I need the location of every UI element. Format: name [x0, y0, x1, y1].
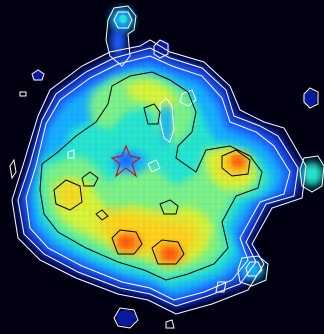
inner-contour-north-cavity	[143, 103, 161, 125]
outer-contour-3	[25, 55, 291, 301]
contour-fleck-center-2	[67, 149, 75, 159]
contour-clump-south	[113, 307, 139, 329]
star-icon	[110, 144, 142, 178]
inner-contour-cavity	[81, 171, 99, 187]
contour-fleck-center	[147, 159, 161, 173]
contour-clump-east	[299, 155, 324, 193]
contour-clump-north-inner	[113, 11, 133, 29]
contour-fleck-west	[9, 158, 17, 180]
inner-contour-east-peak	[221, 149, 251, 177]
contour-fleck-south	[215, 281, 227, 293]
inner-contour-west	[53, 179, 83, 211]
contour-clump-south-east-inner	[245, 261, 263, 277]
contour-clump-south-east	[237, 255, 269, 287]
contour-clump-far-east	[303, 87, 319, 109]
inner-contour-blob-center-2	[95, 209, 109, 221]
inner-contour-blob-center	[159, 199, 179, 215]
contour-cavity-north	[159, 97, 175, 143]
inner-contour-south-west-peak	[111, 229, 143, 255]
contour-fleck-south-2	[165, 319, 175, 329]
outer-contour-2	[17, 47, 299, 307]
contour-clump-far-west	[31, 69, 45, 81]
outer-contours	[9, 5, 324, 329]
inner-contour-south-east-peak	[151, 239, 185, 265]
contour-fleck-west-2	[19, 91, 27, 97]
inner-contours	[39, 71, 263, 281]
star-marker	[110, 144, 142, 178]
contour-clump-north-east	[153, 39, 169, 59]
outer-contour-1	[11, 39, 307, 315]
contour-clump-north	[105, 5, 137, 67]
inner-contour-main	[39, 71, 263, 281]
